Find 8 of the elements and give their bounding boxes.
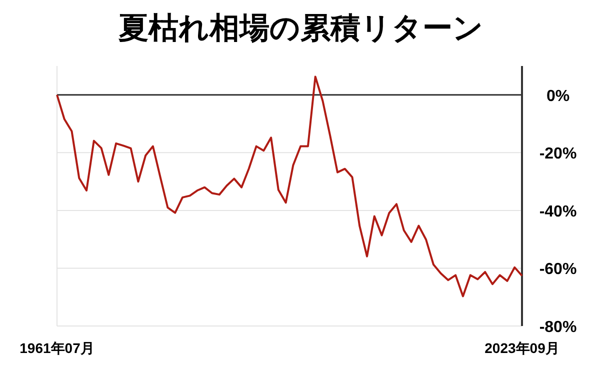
- title: 夏枯れ相場の累積リターン: [118, 12, 484, 45]
- ytick: -40%: [539, 203, 577, 220]
- xtick: 2023年09月: [484, 340, 560, 356]
- ytick: -80%: [539, 319, 577, 336]
- ytick: -60%: [539, 261, 577, 278]
- ytick: 0%: [546, 88, 570, 105]
- xtick: 1961年07月: [20, 340, 94, 356]
- ytick: -20%: [539, 146, 577, 163]
